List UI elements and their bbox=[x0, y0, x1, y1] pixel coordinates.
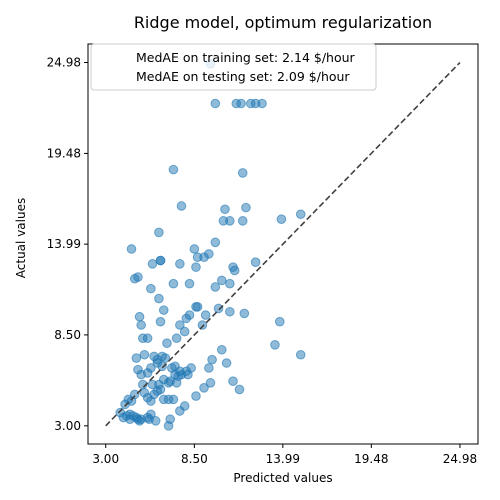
data-point bbox=[131, 353, 142, 363]
data-point bbox=[126, 244, 137, 254]
data-point bbox=[191, 391, 201, 401]
legend-box bbox=[90, 43, 377, 91]
y-tick-label: 8.50 bbox=[54, 328, 81, 342]
data-point bbox=[199, 383, 209, 393]
data-point bbox=[191, 262, 201, 272]
y-tick-label: 13.99 bbox=[47, 237, 81, 251]
data-point bbox=[274, 316, 285, 327]
data-point bbox=[225, 278, 235, 289]
plot-area: 3.00 8.50 13.99 19.48 24.98 3.00 8.50 13.99 19.4… bbox=[47, 43, 479, 466]
data-point bbox=[250, 257, 261, 267]
data-point bbox=[171, 378, 182, 388]
data-point bbox=[200, 310, 211, 320]
data-point bbox=[179, 326, 190, 337]
x-axis-label: Predicted values bbox=[233, 471, 332, 485]
data-point bbox=[134, 416, 145, 426]
data-point bbox=[179, 401, 190, 411]
data-point bbox=[184, 310, 195, 320]
data-point bbox=[157, 361, 167, 372]
data-point bbox=[165, 414, 175, 425]
data-point bbox=[210, 237, 221, 248]
data-point bbox=[176, 201, 187, 211]
data-point bbox=[207, 354, 217, 365]
data-point bbox=[136, 320, 146, 330]
data-point bbox=[216, 344, 227, 355]
data-point bbox=[204, 363, 214, 373]
data-point bbox=[213, 303, 224, 314]
data-point bbox=[239, 308, 250, 319]
legend: MedAE on training set: 2.14 $/hour MedAE… bbox=[90, 43, 377, 91]
y-tick-label: 19.48 bbox=[47, 146, 81, 160]
data-point bbox=[221, 358, 232, 368]
data-point bbox=[210, 282, 221, 292]
data-point bbox=[295, 209, 306, 220]
data-point bbox=[152, 354, 163, 365]
data-point bbox=[175, 259, 185, 269]
x-tick-label: 3.00 bbox=[92, 452, 119, 466]
data-point bbox=[168, 278, 179, 289]
data-point bbox=[216, 275, 227, 286]
data-point bbox=[228, 376, 238, 386]
data-point bbox=[225, 216, 235, 226]
data-point bbox=[220, 204, 230, 215]
y-tick-label: 24.98 bbox=[47, 56, 81, 70]
x-tick-label: 24.98 bbox=[443, 452, 477, 466]
legend-entry-training: MedAE on training set: 2.14 $/hour bbox=[136, 50, 356, 65]
data-point bbox=[129, 273, 140, 284]
data-point bbox=[146, 283, 156, 294]
data-point bbox=[154, 293, 164, 304]
data-point bbox=[192, 302, 203, 312]
data-point bbox=[186, 363, 196, 373]
data-point bbox=[168, 164, 179, 175]
x-tick-label: 19.48 bbox=[354, 452, 388, 466]
data-point bbox=[189, 244, 200, 254]
data-point bbox=[150, 416, 161, 426]
y-axis-label: Actual values bbox=[14, 198, 28, 278]
data-point bbox=[234, 384, 245, 395]
data-point bbox=[270, 340, 280, 350]
x-tick-label: 13.99 bbox=[266, 452, 300, 466]
legend-entry-testing: MedAE on testing set: 2.09 $/hour bbox=[136, 69, 350, 84]
data-point bbox=[146, 363, 156, 373]
data-point bbox=[129, 389, 140, 400]
data-point bbox=[155, 316, 166, 327]
data-point bbox=[210, 98, 221, 109]
data-point bbox=[237, 168, 248, 178]
data-point bbox=[225, 306, 235, 317]
data-point bbox=[295, 349, 306, 360]
data-point bbox=[158, 305, 169, 315]
data-point bbox=[155, 255, 166, 266]
data-point bbox=[162, 338, 172, 348]
x-tick-label: 8.50 bbox=[181, 452, 208, 466]
data-point bbox=[204, 249, 214, 259]
data-point bbox=[228, 262, 238, 272]
data-point bbox=[257, 98, 267, 109]
data-point bbox=[154, 227, 164, 238]
data-point bbox=[205, 378, 216, 388]
data-point bbox=[237, 216, 248, 226]
data-point bbox=[175, 320, 185, 330]
data-point bbox=[139, 349, 150, 360]
data-point bbox=[241, 202, 251, 213]
data-point bbox=[236, 98, 246, 109]
data-point bbox=[134, 311, 145, 322]
data-point bbox=[142, 333, 153, 344]
reference-line bbox=[105, 61, 461, 427]
data-point bbox=[276, 214, 287, 225]
data-point bbox=[171, 333, 182, 344]
data-point bbox=[147, 259, 158, 269]
data-point bbox=[197, 320, 208, 330]
y-tick-label: 3.00 bbox=[54, 419, 81, 433]
data-point bbox=[168, 394, 179, 405]
data-point bbox=[184, 278, 195, 289]
chart-title: Ridge model, optimum regularization bbox=[134, 13, 432, 32]
